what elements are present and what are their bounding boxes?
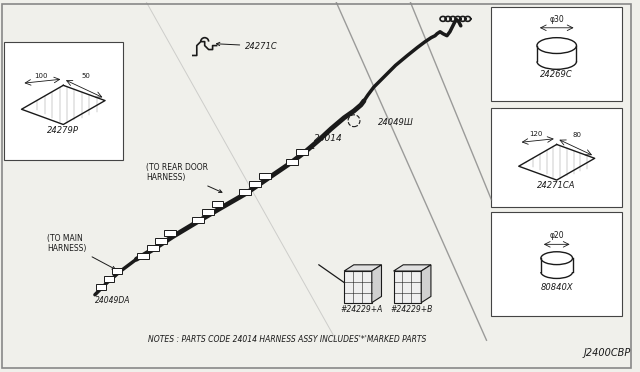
Text: 24049DA: 24049DA bbox=[95, 296, 131, 305]
Polygon shape bbox=[147, 245, 159, 251]
Bar bbox=[344, 271, 372, 303]
Polygon shape bbox=[259, 173, 271, 179]
Polygon shape bbox=[112, 268, 122, 274]
Text: 24279P: 24279P bbox=[47, 126, 79, 135]
Bar bbox=[394, 271, 421, 303]
Text: #24229+A: #24229+A bbox=[340, 305, 383, 314]
Text: 24271C: 24271C bbox=[216, 42, 278, 51]
Polygon shape bbox=[202, 209, 214, 215]
Text: NOTES : PARTS CODE 24014 HARNESS ASSY INCLUDES'*'MARKED PARTS: NOTES : PARTS CODE 24014 HARNESS ASSY IN… bbox=[148, 335, 426, 344]
Text: 100: 100 bbox=[34, 73, 47, 79]
Text: 50: 50 bbox=[81, 73, 90, 79]
Polygon shape bbox=[344, 265, 381, 271]
Polygon shape bbox=[286, 159, 298, 165]
Polygon shape bbox=[212, 201, 223, 207]
Text: 80: 80 bbox=[573, 132, 582, 138]
Text: 24014: 24014 bbox=[310, 134, 343, 148]
Polygon shape bbox=[421, 265, 431, 303]
Text: (TO REAR DOOR
HARNESS): (TO REAR DOOR HARNESS) bbox=[147, 163, 222, 192]
Polygon shape bbox=[138, 253, 149, 259]
Text: 80840X: 80840X bbox=[540, 283, 573, 292]
Text: φ30: φ30 bbox=[549, 15, 564, 24]
Text: 120: 120 bbox=[529, 131, 543, 137]
Polygon shape bbox=[164, 231, 176, 237]
Polygon shape bbox=[104, 276, 114, 282]
Polygon shape bbox=[296, 150, 308, 155]
Bar bbox=[4, 42, 123, 160]
Polygon shape bbox=[192, 217, 204, 222]
Polygon shape bbox=[156, 238, 167, 244]
Polygon shape bbox=[239, 189, 251, 195]
Text: 24271CA: 24271CA bbox=[538, 181, 576, 190]
Bar bbox=[492, 108, 622, 207]
Text: 24269C: 24269C bbox=[540, 70, 573, 79]
Text: 24049Ш: 24049Ш bbox=[378, 118, 413, 127]
Bar bbox=[492, 212, 622, 315]
Polygon shape bbox=[249, 181, 261, 187]
Text: (TO MAIN
HARNESS): (TO MAIN HARNESS) bbox=[47, 234, 115, 269]
Text: J2400CBP: J2400CBP bbox=[584, 348, 630, 358]
Polygon shape bbox=[394, 265, 431, 271]
Polygon shape bbox=[96, 284, 106, 290]
Bar bbox=[492, 7, 622, 101]
Polygon shape bbox=[372, 265, 381, 303]
Text: φ20: φ20 bbox=[549, 231, 564, 240]
Text: #24229+B: #24229+B bbox=[390, 305, 433, 314]
